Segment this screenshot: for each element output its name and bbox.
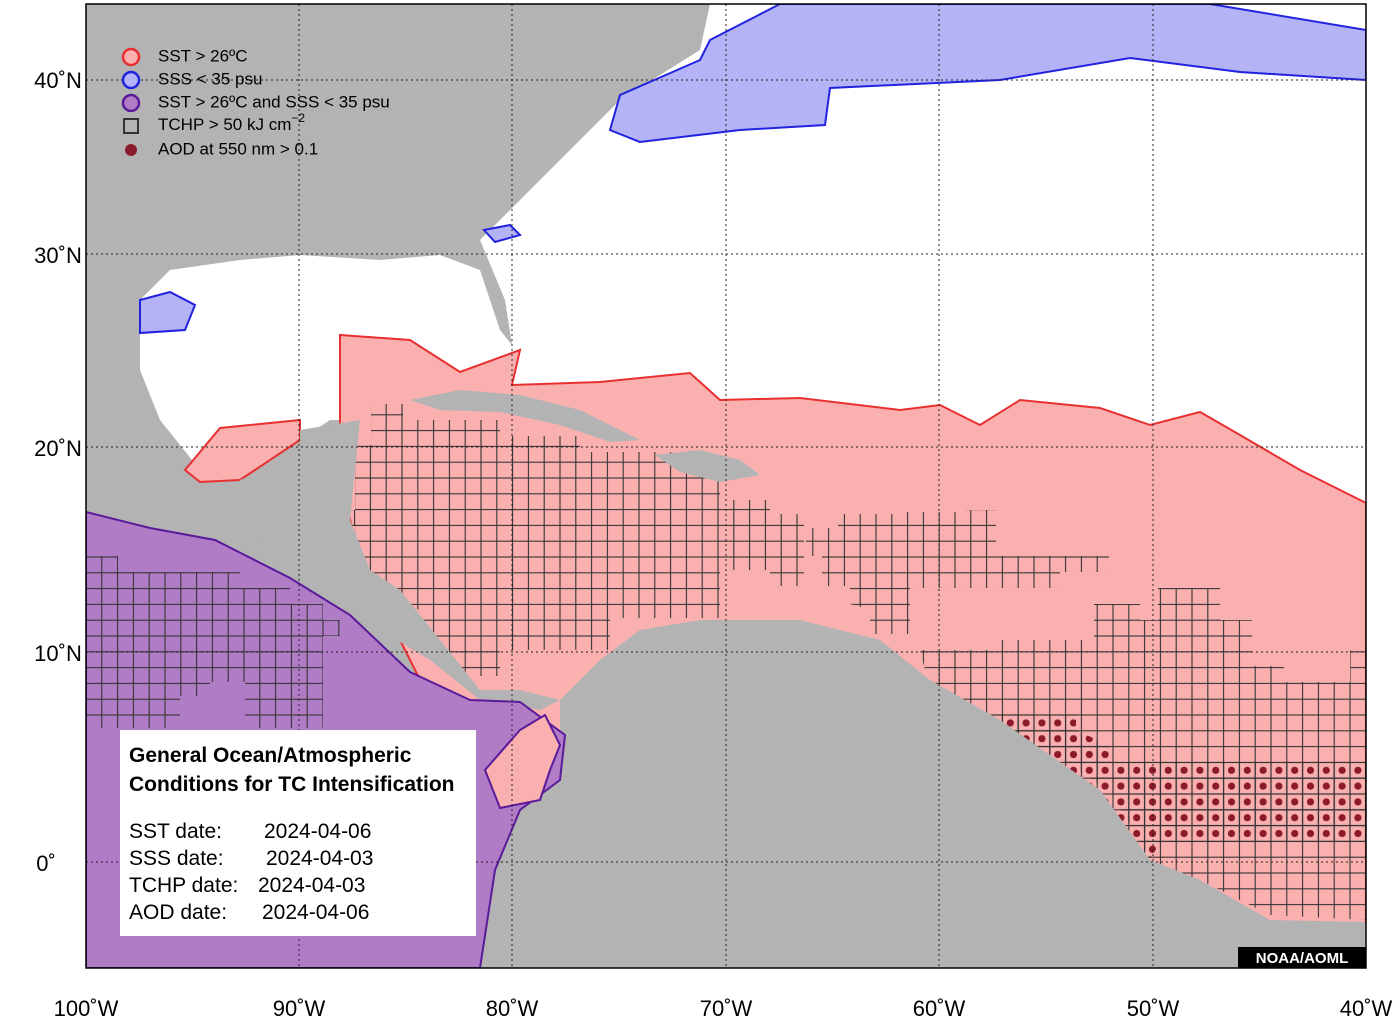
date-value: 2024-04-03 bbox=[266, 847, 373, 870]
legend-label: AOD at 550 nm > 0.1 bbox=[158, 139, 318, 158]
central-america bbox=[230, 420, 560, 710]
lon-label: 80˚W bbox=[486, 996, 539, 1019]
lat-label: 20˚N bbox=[34, 436, 82, 461]
legend-label: SST > 26ºC and SSS < 35 psu bbox=[158, 92, 390, 111]
lon-label: 100˚W bbox=[54, 996, 119, 1019]
lon-label: 90˚W bbox=[273, 996, 326, 1019]
sss-region-coast bbox=[482, 223, 522, 244]
date-label: TCHP date: bbox=[129, 874, 238, 897]
frame bbox=[85, 3, 1367, 969]
sss-region bbox=[608, 4, 1366, 144]
lat-label: 30˚N bbox=[34, 243, 82, 268]
tchp-region-pacific bbox=[86, 556, 340, 728]
credit-background bbox=[1238, 947, 1366, 968]
date-value: 2024-04-06 bbox=[262, 901, 369, 924]
info-title: Conditions for TC Intensification bbox=[129, 773, 454, 796]
date-label: SSS date: bbox=[129, 847, 224, 870]
legend: SST > 26ºC SSS < 35 psu SST > 26ºC and S… bbox=[121, 46, 390, 158]
lat-label: 0˚ bbox=[36, 851, 56, 876]
legend-label: TCHP > 50 kJ cm−2 bbox=[158, 111, 305, 134]
legend-label-superscript: −2 bbox=[291, 111, 305, 125]
credit: NOAA/AOML bbox=[1256, 950, 1349, 967]
lon-label: 70˚W bbox=[700, 996, 753, 1019]
date-value: 2024-04-03 bbox=[258, 874, 365, 897]
info-box: General Ocean/Atmospheric Conditions for… bbox=[120, 730, 476, 936]
aod-region bbox=[980, 714, 1366, 860]
tchp-region-central bbox=[806, 510, 1109, 634]
legend-marker bbox=[121, 93, 141, 113]
lon-label: 60˚W bbox=[913, 996, 966, 1019]
info-title: General Ocean/Atmospheric bbox=[129, 744, 412, 767]
legend-label-text: TCHP > 50 kJ cm bbox=[158, 115, 291, 134]
legend-label: SST > 26ºC bbox=[158, 46, 248, 65]
sss-region-gulf bbox=[139, 290, 197, 335]
date-value: 2024-04-06 bbox=[264, 820, 371, 843]
longitude-labels: 100˚W 90˚W 80˚W 70˚W 60˚W 50˚W 40˚W bbox=[54, 996, 1393, 1019]
lat-label: 10˚N bbox=[34, 641, 82, 666]
hispaniola bbox=[655, 450, 760, 482]
graticule bbox=[86, 4, 1366, 968]
lon-label: 50˚W bbox=[1127, 996, 1180, 1019]
date-label: AOD date: bbox=[129, 901, 227, 924]
south-america bbox=[480, 620, 1366, 968]
cuba bbox=[410, 390, 640, 442]
legend-marker bbox=[121, 70, 141, 90]
lon-label: 40˚W bbox=[1340, 996, 1393, 1019]
legend-label: SSS < 35 psu bbox=[158, 69, 262, 88]
date-label: SST date: bbox=[129, 820, 222, 843]
legend-marker bbox=[123, 118, 139, 134]
lat-label: 40˚N bbox=[34, 68, 82, 93]
sst-pocket bbox=[483, 713, 562, 810]
info-box-background bbox=[120, 730, 476, 936]
legend-marker bbox=[125, 144, 137, 156]
legend-marker bbox=[121, 47, 141, 67]
latitude-labels: 40˚N 30˚N 20˚N 10˚N 0˚ bbox=[34, 68, 82, 876]
